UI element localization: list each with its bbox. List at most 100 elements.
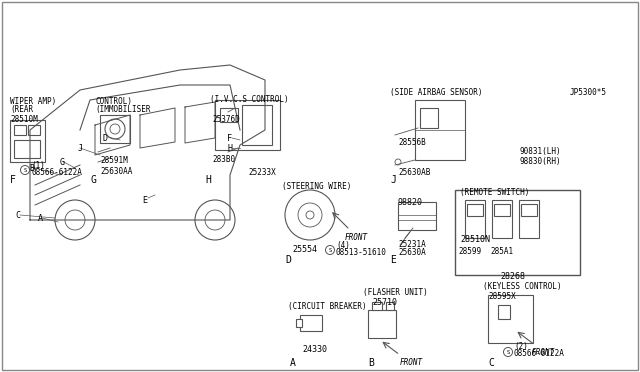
Text: 90831(LH): 90831(LH)	[520, 147, 562, 156]
Text: (2): (2)	[514, 343, 528, 352]
Bar	[415, 100, 465, 160]
Text: (REAR: (REAR	[10, 105, 33, 114]
Text: WIPER AMP): WIPER AMP)	[10, 97, 56, 106]
Text: 28599: 28599	[458, 247, 481, 256]
Text: 08566-6122A: 08566-6122A	[31, 167, 82, 176]
Text: 08566-6122A: 08566-6122A	[514, 350, 565, 359]
Circle shape	[285, 190, 335, 240]
Text: (STEERING WIRE): (STEERING WIRE)	[282, 182, 351, 191]
Bar	[494, 204, 510, 216]
Text: (1): (1)	[31, 160, 45, 170]
Bar	[300, 315, 322, 331]
Text: 98830(RH): 98830(RH)	[520, 157, 562, 166]
Circle shape	[395, 159, 401, 165]
Bar	[368, 310, 396, 338]
Circle shape	[55, 200, 95, 240]
Circle shape	[326, 246, 335, 254]
Text: 25630AA: 25630AA	[100, 167, 132, 176]
Text: B: B	[368, 358, 374, 368]
Text: S: S	[24, 167, 27, 173]
Text: (SIDE AIRBAG SENSOR): (SIDE AIRBAG SENSOR)	[390, 88, 483, 97]
Circle shape	[20, 166, 29, 174]
Bar	[455, 190, 580, 275]
Text: J: J	[77, 144, 83, 153]
Text: A: A	[38, 214, 42, 222]
Text: 28595X: 28595X	[488, 292, 516, 301]
Text: 28510N: 28510N	[460, 235, 490, 244]
Circle shape	[105, 119, 125, 139]
Text: 25630A: 25630A	[398, 248, 426, 257]
Bar	[420, 108, 438, 128]
Text: (I.V.C.S CONTROL): (I.V.C.S CONTROL)	[210, 95, 289, 104]
Text: JP5300*5: JP5300*5	[570, 88, 607, 97]
Circle shape	[195, 200, 235, 240]
Text: H: H	[227, 144, 232, 153]
Text: A: A	[290, 358, 296, 368]
Text: 08513-51610: 08513-51610	[336, 247, 387, 257]
Bar	[492, 200, 512, 238]
Text: D: D	[102, 134, 108, 142]
Bar	[467, 204, 483, 216]
Text: C: C	[488, 358, 494, 368]
Bar	[100, 115, 130, 143]
Text: D: D	[285, 255, 291, 265]
Bar	[14, 140, 40, 158]
Bar	[498, 305, 510, 319]
Text: 25231A: 25231A	[398, 240, 426, 249]
Text: FRONT: FRONT	[345, 233, 368, 242]
Text: 283B0: 283B0	[212, 155, 235, 164]
Text: 28268: 28268	[500, 272, 525, 281]
Text: (FLASHER UNIT): (FLASHER UNIT)	[363, 288, 428, 297]
Circle shape	[504, 347, 513, 356]
Circle shape	[65, 210, 85, 230]
Text: G: G	[60, 157, 65, 167]
Circle shape	[306, 211, 314, 219]
Text: FRONT: FRONT	[532, 348, 555, 357]
Text: (CIRCUIT BREAKER): (CIRCUIT BREAKER)	[288, 302, 367, 311]
Circle shape	[110, 124, 120, 134]
Bar	[465, 200, 485, 238]
Text: E: E	[143, 196, 147, 205]
Circle shape	[298, 203, 322, 227]
Circle shape	[205, 210, 225, 230]
Text: F: F	[10, 175, 16, 185]
Text: B: B	[29, 164, 35, 173]
Text: 98820: 98820	[398, 198, 423, 207]
Bar	[220, 108, 238, 122]
Text: H: H	[205, 175, 211, 185]
Bar	[242, 105, 272, 145]
Text: 25710: 25710	[372, 298, 397, 307]
Bar	[10, 120, 45, 162]
Bar	[215, 100, 280, 150]
Text: 28510M: 28510M	[10, 115, 38, 124]
Text: 28591M: 28591M	[100, 156, 128, 165]
Bar	[386, 302, 394, 310]
Text: (4): (4)	[336, 241, 350, 250]
Text: G: G	[90, 175, 96, 185]
Text: 25554: 25554	[292, 245, 317, 254]
Bar	[521, 204, 537, 216]
Text: (IMMOBILISER: (IMMOBILISER	[95, 105, 150, 114]
Bar	[372, 302, 382, 310]
Bar	[398, 202, 436, 230]
Text: 25376D: 25376D	[212, 115, 240, 124]
Text: 25233X: 25233X	[248, 168, 276, 177]
Text: 28556B: 28556B	[398, 138, 426, 147]
Text: F: F	[227, 134, 232, 142]
Bar	[296, 319, 302, 327]
Text: 25630AB: 25630AB	[398, 168, 430, 177]
Bar	[28, 125, 40, 135]
Text: FRONT: FRONT	[400, 358, 423, 367]
Text: S: S	[506, 350, 509, 355]
Text: J: J	[390, 175, 396, 185]
Bar	[519, 200, 539, 238]
Text: (REMOTE SWITCH): (REMOTE SWITCH)	[460, 188, 529, 197]
Text: (KEYLESS CONTROL): (KEYLESS CONTROL)	[483, 282, 562, 291]
Text: S: S	[328, 247, 332, 253]
Text: 24330: 24330	[302, 345, 327, 354]
Bar	[14, 125, 26, 135]
Text: C: C	[15, 211, 20, 219]
Bar	[488, 295, 533, 343]
Text: CONTROL): CONTROL)	[95, 97, 132, 106]
Text: 285A1: 285A1	[490, 247, 513, 256]
